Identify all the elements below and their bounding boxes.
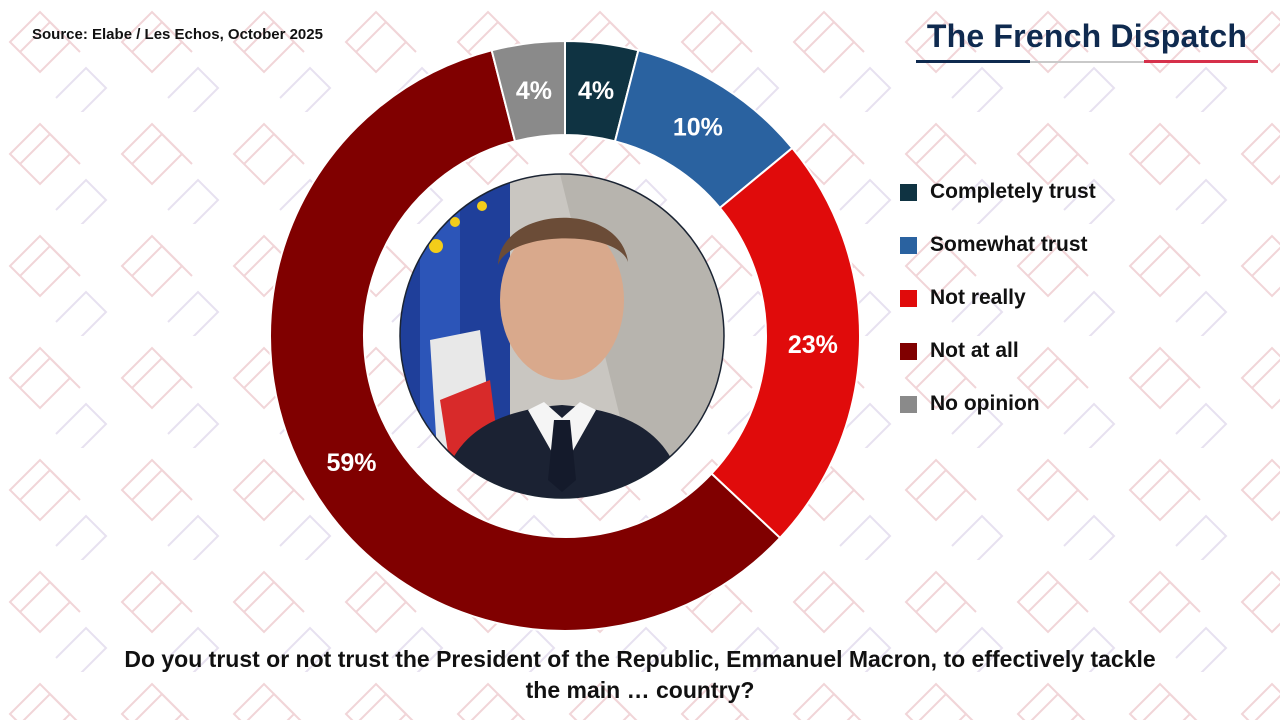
data-label-not-really: 23% xyxy=(788,331,838,359)
brand-logo: The French Dispatch xyxy=(912,16,1262,66)
question-text: Do you trust or not trust the President … xyxy=(40,644,1240,706)
legend-label: Not really xyxy=(930,286,1026,309)
slice-not-really xyxy=(710,146,861,540)
portrait-photo xyxy=(399,173,725,499)
legend-swatch xyxy=(900,396,917,413)
data-label-not-at-all: 59% xyxy=(327,449,377,477)
legend-swatch xyxy=(900,237,917,254)
legend-swatch xyxy=(900,184,917,201)
legend-item: Not at all xyxy=(900,337,1096,390)
data-label-completely-trust: 4% xyxy=(578,77,614,105)
legend-item: Not really xyxy=(900,284,1096,337)
legend-item: No opinion xyxy=(900,390,1096,443)
slice-no-opinion xyxy=(490,39,566,143)
slice-not-at-all xyxy=(269,49,782,632)
legend-label: Not at all xyxy=(930,339,1019,362)
legend-label: Somewhat trust xyxy=(930,233,1088,256)
brand-title: The French Dispatch xyxy=(926,18,1248,54)
legend-item: Completely trust xyxy=(900,178,1096,231)
question-line-2: the main … country? xyxy=(525,677,755,703)
legend: Completely trust Somewhat trust Not really… xyxy=(900,178,1096,443)
data-label-somewhat-trust: 10% xyxy=(673,114,723,142)
legend-swatch xyxy=(900,290,917,307)
question-line-1: Do you trust or not trust the President … xyxy=(124,646,1156,672)
source-note: Source: Elabe / Les Echos, October 2025 xyxy=(32,26,323,43)
data-label-no-opinion: 4% xyxy=(516,77,552,105)
legend-label: No opinion xyxy=(930,392,1040,415)
brand-underline xyxy=(912,58,1262,66)
legend-label: Completely trust xyxy=(930,180,1096,203)
legend-swatch xyxy=(900,343,917,360)
legend-item: Somewhat trust xyxy=(900,231,1096,284)
